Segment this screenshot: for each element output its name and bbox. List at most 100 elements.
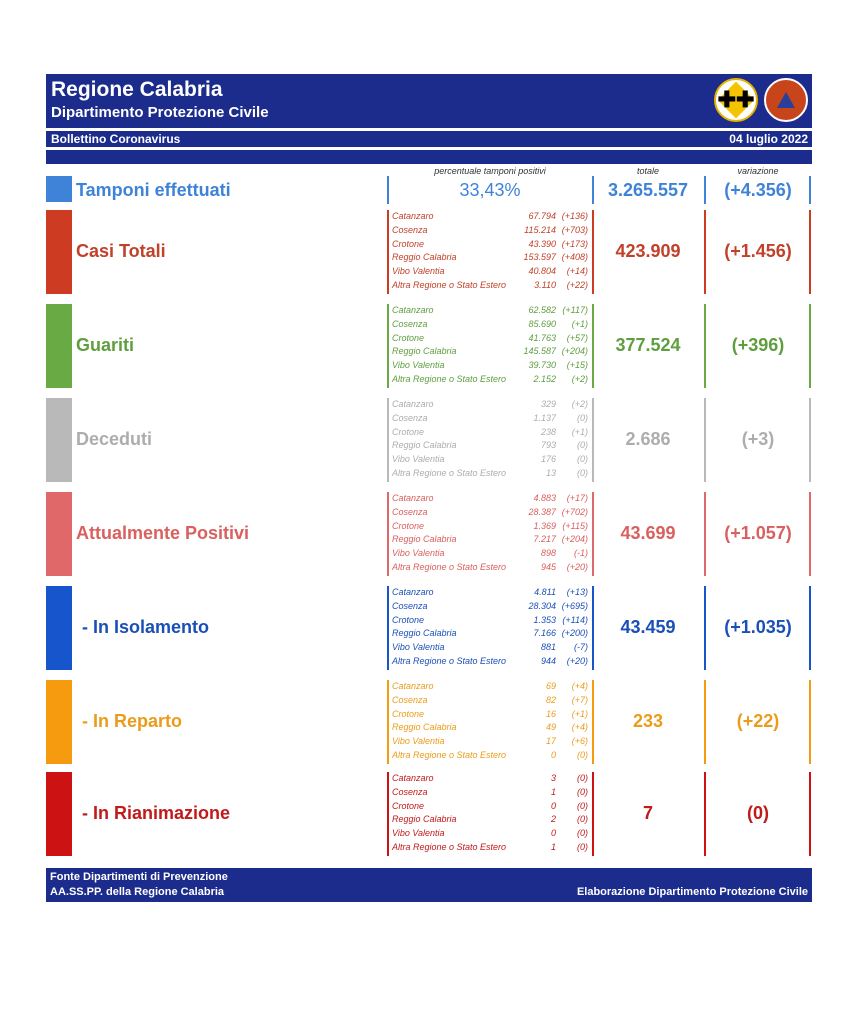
province-value: 115.214: [524, 224, 556, 235]
province-delta: (+408): [561, 252, 588, 263]
section-divider: [809, 680, 811, 764]
section-row: - In Rianimazione Catanzaro 3 (0) Cosenza 1 (0…: [46, 772, 812, 856]
province-delta: (+20): [566, 561, 588, 572]
province-breakdown: Catanzaro 329 (+2) Cosenza 1.137 (0) Crotone 23…: [392, 398, 588, 481]
section-total: 43.459: [620, 617, 676, 637]
province-breakdown: Catanzaro 69 (+4) Cosenza 82 (+7) Crotone 16 (+1…: [392, 680, 588, 763]
province-name: Vibo Valentia: [392, 828, 445, 839]
province-name: Catanzaro: [392, 587, 434, 597]
province-name: Vibo Valentia: [392, 266, 445, 277]
province-value: 238: [540, 426, 556, 437]
province-row: Reggio Calabria 145.587 (+204): [392, 345, 588, 359]
page-subtitle: Dipartimento Protezione Civile: [51, 104, 269, 121]
province-name: Reggio Calabria: [392, 252, 457, 263]
province-value: 153.597: [523, 252, 556, 263]
province-row: Altra Regione o Stato Estero 2.152 (+2): [392, 373, 588, 387]
province-row: Cosenza 85.690 (+1): [392, 318, 588, 332]
province-delta: (+15): [566, 360, 588, 371]
section-label: Attualmente Positivi: [76, 523, 250, 543]
province-name: Catanzaro: [392, 773, 434, 783]
province-name: Altra Regione o Stato Estero: [392, 561, 507, 572]
footer-credit: Elaborazione Dipartimento Protezione Civ…: [576, 886, 808, 898]
province-value: 3.110: [534, 279, 556, 290]
province-value: 1.369: [533, 520, 556, 531]
tamponi-divider-4: [809, 176, 811, 204]
province-value: 28.387: [528, 506, 556, 517]
province-name: Catanzaro: [392, 681, 434, 691]
province-row: Cosenza 82 (+7): [392, 694, 588, 708]
province-value: 793: [540, 440, 556, 451]
province-row: Altra Regione o Stato Estero 1 (0): [392, 841, 588, 855]
province-delta: (+57): [566, 332, 588, 343]
province-row: Altra Regione o Stato Estero 944 (+20): [392, 655, 588, 669]
province-row: Cosenza 1.137 (0): [392, 412, 588, 426]
province-row: Cosenza 1 (0): [392, 786, 588, 800]
province-delta: (+136): [561, 211, 588, 221]
province-name: Crotone: [392, 332, 425, 343]
province-name: Crotone: [392, 426, 425, 437]
section-total: 423.909: [615, 241, 681, 261]
province-row: Crotone 1.353 (+114): [392, 614, 588, 628]
province-name: Altra Regione o Stato Estero: [392, 373, 507, 384]
province-name: Crotone: [392, 800, 425, 811]
province-delta: (+14): [566, 266, 588, 277]
section-divider: [592, 586, 594, 670]
province-delta: (+2): [571, 399, 588, 409]
province-name: Crotone: [392, 614, 425, 625]
section-label: - In Rianimazione: [82, 803, 231, 823]
tamponi-divider-3: [704, 176, 706, 204]
footer-source-1: Fonte Dipartimenti di Prevenzione: [50, 871, 228, 883]
province-value: 145.587: [523, 346, 556, 357]
province-row: Vibo Valentia 40.804 (+14): [392, 265, 588, 279]
section-divider: [809, 492, 811, 576]
section-label: - In Isolamento: [82, 617, 210, 637]
province-row: Catanzaro 4.811 (+13): [392, 586, 588, 600]
province-name: Cosenza: [392, 318, 428, 329]
province-delta: (0): [577, 841, 588, 852]
province-delta: (0): [577, 786, 588, 797]
province-row: Reggio Calabria 7.217 (+204): [392, 533, 588, 547]
province-value: 3: [550, 773, 556, 783]
section-divider: [592, 680, 594, 764]
province-delta: (+4): [571, 722, 588, 733]
section-divider: [387, 398, 389, 482]
province-name: Reggio Calabria: [392, 346, 457, 357]
province-delta: (+22): [566, 279, 588, 290]
province-delta: (+204): [561, 534, 588, 545]
regione-calabria-logo-icon: ✚✚: [714, 78, 758, 122]
section-variation: (+22): [736, 711, 780, 731]
section-row: Casi Totali Catanzaro 67.794 (+136) Cosenza 1…: [46, 210, 812, 294]
province-name: Vibo Valentia: [392, 548, 445, 559]
tamponi-row: Tamponi effettuati 33,43% 3.265.557 (+4.…: [46, 176, 812, 204]
section-divider: [592, 304, 594, 388]
section-divider: [592, 772, 594, 856]
province-value: 67.794: [528, 211, 556, 221]
province-delta: (+204): [561, 346, 588, 357]
section-divider: [809, 304, 811, 388]
province-delta: (0): [577, 412, 588, 423]
section-variation: (+1.035): [724, 617, 792, 637]
section-divider: [704, 680, 706, 764]
province-value: 40.804: [528, 266, 556, 277]
province-delta: (0): [577, 440, 588, 451]
province-delta: (0): [577, 800, 588, 811]
province-name: Cosenza: [392, 600, 428, 611]
section-variation: (+1.456): [724, 241, 792, 261]
province-delta: (+702): [561, 506, 588, 517]
province-value: 4.883: [533, 493, 556, 503]
section-label: - In Reparto: [82, 711, 183, 731]
province-breakdown: Catanzaro 4.883 (+17) Cosenza 28.387 (+702) Cr…: [392, 492, 588, 575]
section-divider: [387, 680, 389, 764]
footer-bar: Fonte Dipartimenti di Prevenzione AA.SS.…: [46, 868, 812, 902]
province-delta: (0): [577, 467, 588, 478]
province-breakdown: Catanzaro 67.794 (+136) Cosenza 115.214 (+703…: [392, 210, 588, 293]
province-row: Vibo Valentia 898 (-1): [392, 547, 588, 561]
section-row: - In Reparto Catanzaro 69 (+4) Cosenza 82 (+7)…: [46, 680, 812, 764]
province-value: 17: [545, 736, 556, 747]
province-row: Crotone 16 (+1): [392, 708, 588, 722]
province-name: Vibo Valentia: [392, 642, 445, 653]
section-divider: [592, 492, 594, 576]
tamponi-percentage: 33,43%: [459, 180, 521, 200]
province-delta: (+4): [571, 681, 588, 691]
section-divider: [704, 492, 706, 576]
